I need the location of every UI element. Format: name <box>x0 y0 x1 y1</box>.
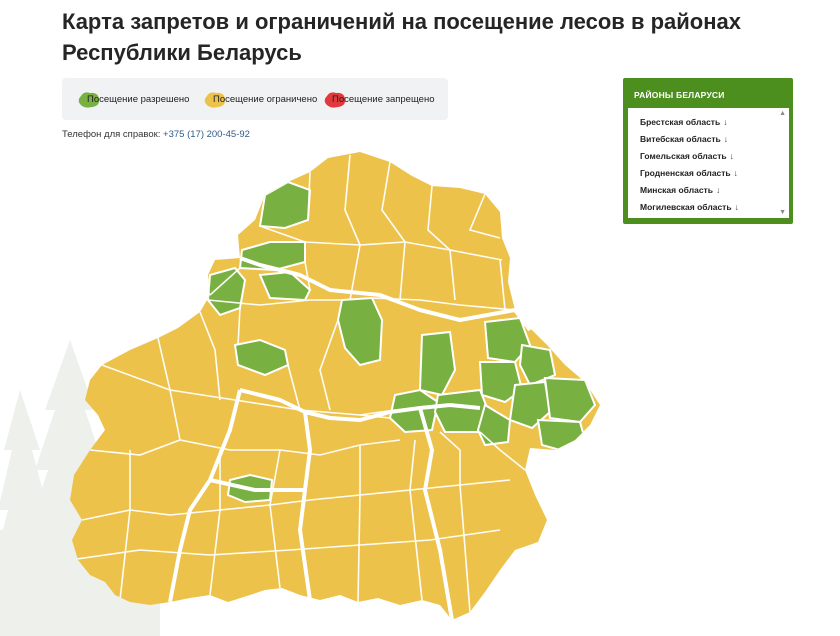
region-link-mogilev[interactable]: Могилевская область ↓ <box>640 202 739 212</box>
yellow-blob-icon <box>204 92 226 108</box>
region-link-grodno[interactable]: Гродненская область ↓ <box>640 168 738 178</box>
regions-list[interactable]: Брестская область ↓ Витебская область ↓ Го… <box>628 108 789 218</box>
phone-info: Телефон для справок: +375 (17) 200-45-92 <box>62 129 250 140</box>
arrow-down-icon: ↓ <box>734 202 739 212</box>
regions-panel-title: РАЙОНЫ БЕЛАРУСИ <box>634 90 725 100</box>
legend-limited-label: Посещение ограничено <box>213 94 318 105</box>
region-link-minsk[interactable]: Минская область ↓ <box>640 185 721 195</box>
page-title: Карта запретов и ограничений на посещени… <box>62 9 741 65</box>
region-link-brest[interactable]: Брестская область ↓ <box>640 117 728 127</box>
scroll-down-arrow[interactable]: ▼ <box>779 209 786 216</box>
phone-label: Телефон для справок: <box>62 129 161 140</box>
map-legend: Посещение разрешено Посещение ограничено… <box>62 78 448 120</box>
arrow-down-icon: ↓ <box>723 117 728 127</box>
arrow-down-icon: ↓ <box>723 134 729 144</box>
arrow-down-icon: ↓ <box>733 168 738 178</box>
arrow-down-icon: ↓ <box>715 185 721 195</box>
scroll-up-arrow[interactable]: ▲ <box>779 110 786 117</box>
district-allowed-east-6[interactable] <box>518 343 557 387</box>
district-allowed-east-10[interactable] <box>536 418 587 452</box>
district-allowed-east-8[interactable] <box>543 376 597 424</box>
phone-number-link[interactable]: +375 (17) 200-45-92 <box>163 129 250 140</box>
district-allowed-east-9[interactable] <box>476 403 512 447</box>
district-allowed-center[interactable] <box>336 296 384 367</box>
belarus-forest-map <box>70 152 600 620</box>
legend-banned-label: Посещение запрещено <box>332 94 435 105</box>
region-link-vitebsk[interactable]: Витебская область ↓ <box>640 134 729 144</box>
district-allowed-east-1[interactable] <box>418 330 457 397</box>
regions-panel: РАЙОНЫ БЕЛАРУСИ Брестская область ↓ Витеб… <box>623 78 793 224</box>
arrow-down-icon: ↓ <box>729 151 734 161</box>
region-link-gomel[interactable]: Гомельская область ↓ <box>640 151 734 161</box>
red-blob-icon <box>324 92 346 108</box>
legend-allowed-label: Посещение разрешено <box>87 94 190 105</box>
green-blob-icon <box>78 92 100 108</box>
district-allowed-north[interactable] <box>258 180 312 230</box>
